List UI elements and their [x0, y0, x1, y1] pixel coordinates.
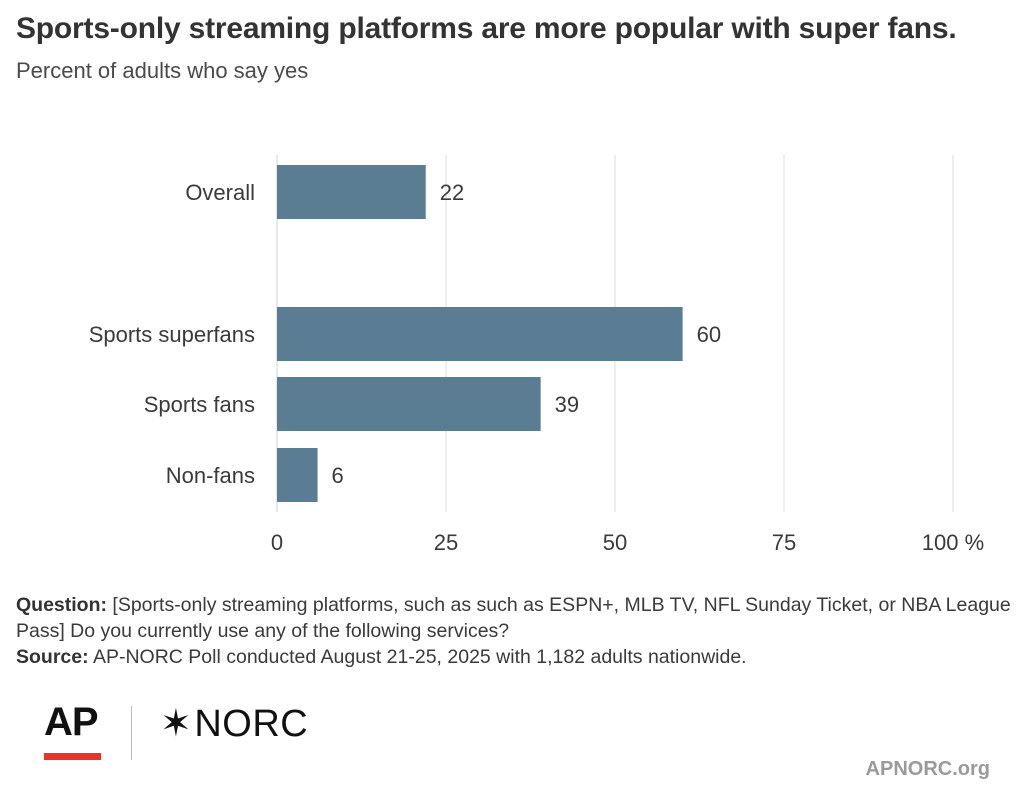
chart-title: Sports-only streaming platforms are more… [16, 12, 957, 45]
question-note: Question: [Sports-only streaming platfor… [16, 592, 1016, 644]
norc-star-icon: ✶ [160, 703, 193, 745]
data-label: 60 [697, 322, 721, 347]
source-text: AP-NORC Poll conducted August 21-25, 202… [88, 646, 747, 668]
category-label: Overall [185, 180, 255, 205]
data-label: 39 [555, 392, 579, 417]
ap-logo: AP [44, 700, 99, 744]
x-tick-label: 75 [772, 530, 796, 555]
x-tick-label: 0 [271, 530, 283, 555]
bar [277, 377, 541, 431]
bar [277, 307, 683, 361]
bar [277, 448, 318, 502]
category-label: Sports fans [144, 392, 255, 417]
norc-logo: ✶NORC [160, 701, 308, 746]
bar [277, 165, 426, 219]
x-tick-label: 100 % [922, 530, 984, 555]
category-label: Non-fans [166, 463, 255, 488]
data-label: 22 [440, 180, 464, 205]
x-tick-label: 50 [603, 530, 627, 555]
chart-notes: Question: [Sports-only streaming platfor… [16, 592, 1016, 670]
data-label: 6 [332, 463, 344, 488]
category-label: Sports superfans [89, 322, 255, 347]
x-tick-label: 25 [434, 530, 458, 555]
norc-logo-text: NORC [194, 703, 309, 745]
site-link[interactable]: APNORC.org [865, 758, 990, 780]
ap-logo-underline [44, 753, 101, 760]
source-label: Source: [16, 646, 89, 668]
bar-chart: 0 25 50 75 100 % Overall 22 Sports superfans 60 S… [89, 155, 984, 555]
question-label: Question: [16, 594, 107, 616]
chart-subtitle: Percent of adults who say yes [16, 58, 309, 83]
source-note: Source: AP-NORC Poll conducted August 21… [16, 644, 1016, 670]
logo-divider [131, 706, 132, 760]
question-text: [Sports-only streaming platforms, such a… [16, 594, 1011, 642]
